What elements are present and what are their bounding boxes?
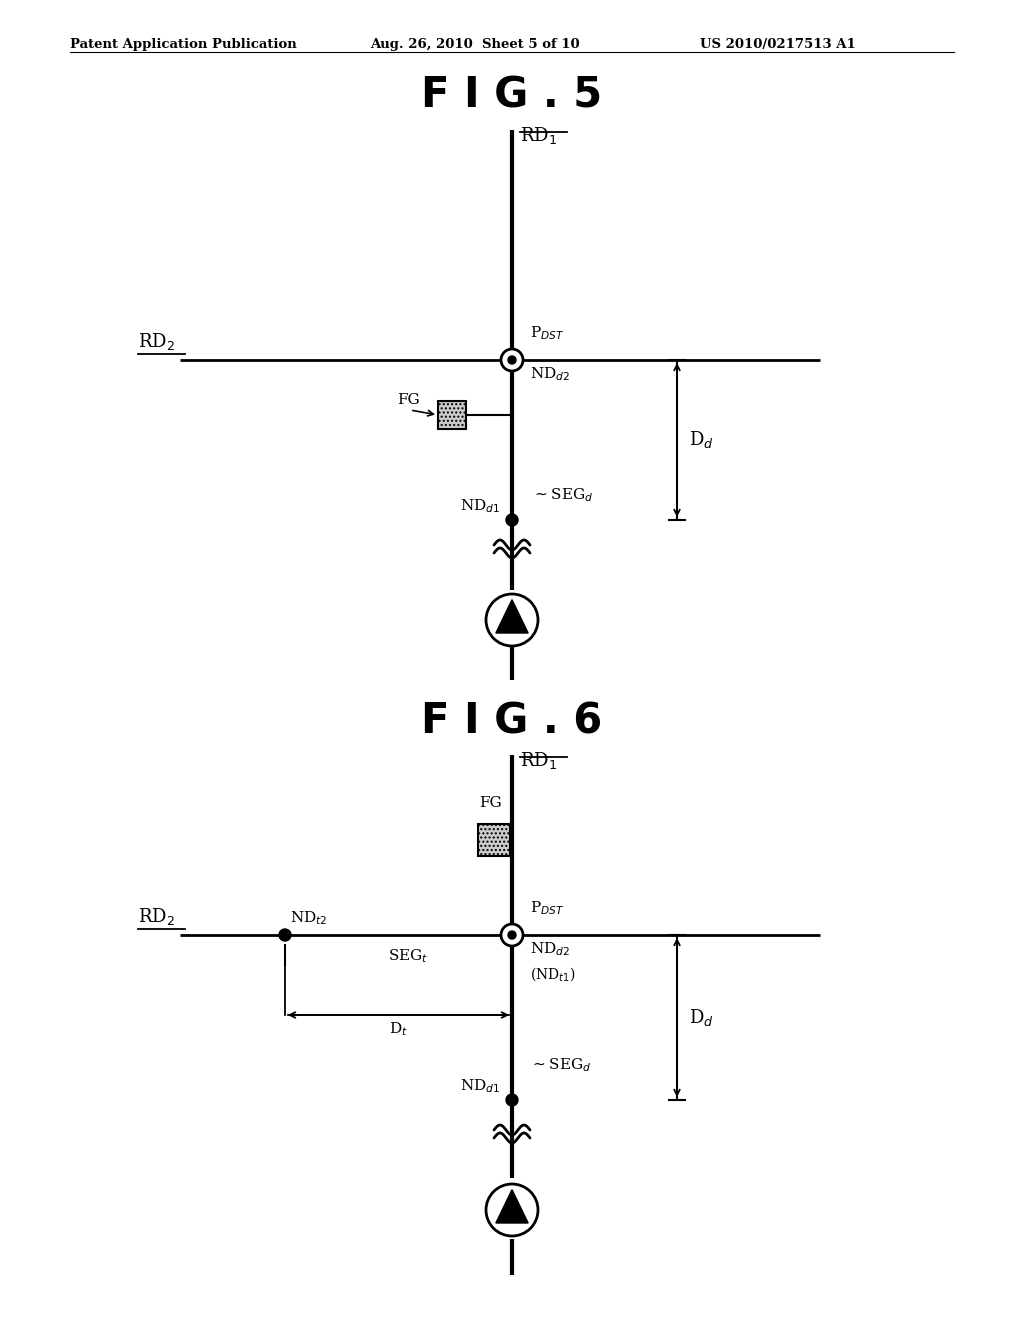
Circle shape: [508, 931, 516, 939]
Polygon shape: [496, 1189, 528, 1224]
Text: $\sim$SEG$_d$: $\sim$SEG$_d$: [532, 486, 594, 504]
Circle shape: [506, 1094, 518, 1106]
Text: RD$_1$: RD$_1$: [520, 750, 557, 771]
Bar: [478, 824, 510, 855]
Circle shape: [508, 356, 516, 364]
Text: ND$_{d1}$: ND$_{d1}$: [460, 498, 500, 515]
Text: RD$_2$: RD$_2$: [138, 906, 175, 927]
Text: FG: FG: [479, 796, 502, 810]
Text: D$_t$: D$_t$: [389, 1020, 408, 1038]
Text: D$_d$: D$_d$: [689, 429, 714, 450]
Text: US 2010/0217513 A1: US 2010/0217513 A1: [700, 38, 856, 51]
Text: ND$_{d1}$: ND$_{d1}$: [460, 1077, 500, 1096]
Text: ND$_{d2}$: ND$_{d2}$: [530, 366, 570, 383]
Text: RD$_1$: RD$_1$: [520, 125, 557, 147]
Text: P$_{DST}$: P$_{DST}$: [530, 325, 564, 342]
Polygon shape: [496, 599, 528, 634]
Text: P$_{DST}$: P$_{DST}$: [530, 899, 564, 917]
Text: $\sim$SEG$_d$: $\sim$SEG$_d$: [530, 1056, 592, 1074]
Text: F I G . 6: F I G . 6: [421, 700, 603, 742]
Text: FG: FG: [397, 393, 420, 407]
Text: SEG$_t$: SEG$_t$: [388, 946, 429, 965]
Circle shape: [279, 929, 291, 941]
Text: D$_d$: D$_d$: [689, 1007, 714, 1028]
Bar: [438, 401, 466, 429]
Circle shape: [501, 348, 523, 371]
Text: ND$_{t2}$: ND$_{t2}$: [290, 909, 328, 927]
Circle shape: [501, 924, 523, 946]
Text: RD$_2$: RD$_2$: [138, 331, 175, 352]
Text: Patent Application Publication: Patent Application Publication: [70, 38, 297, 51]
Text: ND$_{d2}$: ND$_{d2}$: [530, 940, 570, 958]
Text: (ND$_{t1}$): (ND$_{t1}$): [530, 965, 575, 983]
Circle shape: [506, 513, 518, 525]
Text: F I G . 5: F I G . 5: [422, 75, 602, 117]
Text: Aug. 26, 2010  Sheet 5 of 10: Aug. 26, 2010 Sheet 5 of 10: [370, 38, 580, 51]
